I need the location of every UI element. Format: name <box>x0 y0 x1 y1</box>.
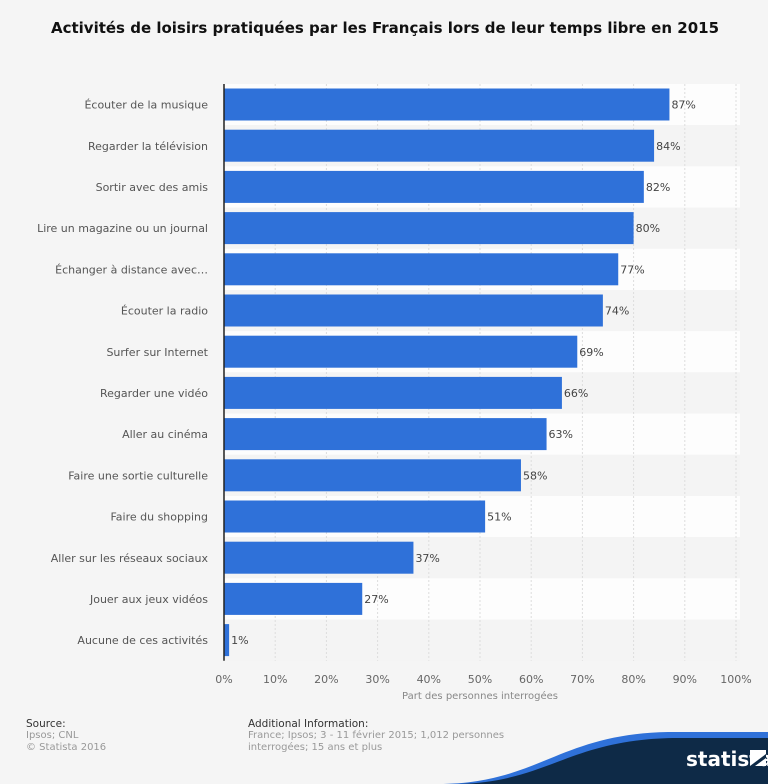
bar <box>224 129 655 162</box>
bar <box>224 624 230 657</box>
category-label: Regarder la télévision <box>88 140 208 153</box>
value-label: 66% <box>564 387 588 400</box>
category-label: Aller sur les réseaux sociaux <box>51 552 209 565</box>
x-tick-label: 40% <box>417 673 441 686</box>
category-label: Aucune de ces activités <box>77 634 208 647</box>
bar <box>224 376 562 409</box>
value-label: 87% <box>671 99 695 112</box>
row-band <box>224 619 740 661</box>
bar <box>224 500 486 533</box>
bar <box>224 335 578 368</box>
x-tick-label: 60% <box>519 673 543 686</box>
category-label: Regarder une vidéo <box>100 387 208 400</box>
category-label: Jouer aux jeux vidéos <box>89 593 208 606</box>
x-tick-label: 80% <box>621 673 645 686</box>
category-label: Sortir avec des amis <box>96 181 209 194</box>
bar <box>224 541 414 574</box>
x-axis-title: Part des personnes interrogées <box>402 690 558 702</box>
category-label: Échanger à distance avec… <box>55 263 208 276</box>
bar <box>224 170 644 203</box>
copyright-line: © Statista 2016 <box>26 742 107 753</box>
x-tick-label: 0% <box>215 673 232 686</box>
bar <box>224 294 603 327</box>
value-label: 51% <box>487 511 511 524</box>
bar-chart: 0% 10% 20% 30% 40% 50% 60% 70% 80% 90% 100% Écouter… <box>37 84 752 702</box>
category-label: Faire une sortie culturelle <box>68 469 208 482</box>
bar <box>224 418 547 451</box>
info-label: Additional Information: <box>248 718 369 730</box>
category-label: Lire un magazine ou un journal <box>37 222 208 235</box>
value-label: 63% <box>549 428 573 441</box>
info-line: France; Ipsos; 3 - 11 février 2015; 1,01… <box>248 730 505 753</box>
statista-logo[interactable]: statista <box>438 724 768 784</box>
value-label: 69% <box>579 346 603 359</box>
x-tick-label: 90% <box>673 673 697 686</box>
bar <box>224 253 619 286</box>
category-label: Surfer sur Internet <box>106 346 208 359</box>
value-label: 1% <box>231 634 248 647</box>
brand-mark-icon <box>750 750 766 766</box>
category-label: Écouter de la musique <box>84 99 208 112</box>
value-label: 58% <box>523 469 547 482</box>
category-label: Faire du shopping <box>110 511 208 524</box>
info-block: Additional Information: France; Ipsos; 3… <box>248 718 558 754</box>
value-label: 77% <box>620 263 644 276</box>
x-tick-label: 30% <box>365 673 389 686</box>
value-label: 84% <box>656 140 680 153</box>
bar <box>224 88 670 121</box>
info-line: plus <box>361 742 383 753</box>
bar <box>224 459 521 492</box>
value-label: 80% <box>636 222 660 235</box>
x-tick-label: 70% <box>570 673 594 686</box>
category-label: Aller au cinéma <box>122 428 208 441</box>
value-label: 27% <box>364 593 388 606</box>
value-label: 82% <box>646 181 670 194</box>
chart-title: Activités de loisirs pratiquées par les … <box>50 19 720 37</box>
x-tick-label: 10% <box>263 673 287 686</box>
x-tick-label: 50% <box>468 673 492 686</box>
x-tick-label: 100% <box>720 673 751 686</box>
value-label: 74% <box>605 305 629 318</box>
bar <box>224 212 634 245</box>
category-label: Écouter la radio <box>121 305 208 318</box>
x-tick-label: 20% <box>314 673 338 686</box>
bar <box>224 582 363 615</box>
source-block: Source: Ipsos; CNL © Statista 2016 <box>26 718 106 754</box>
source-line: Ipsos; CNL <box>26 730 79 741</box>
source-label: Source: <box>26 718 66 730</box>
value-label: 37% <box>415 552 439 565</box>
